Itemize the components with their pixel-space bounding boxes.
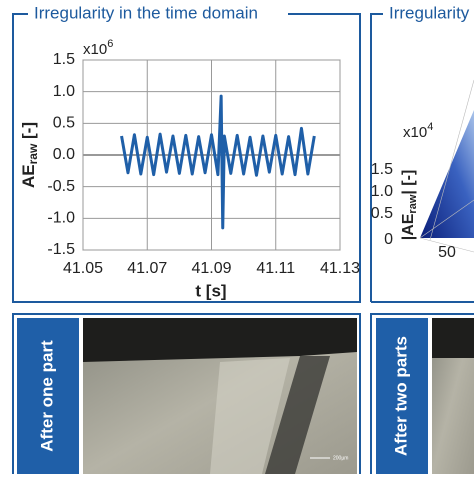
y-label-pre: |AE xyxy=(400,213,417,240)
surface xyxy=(420,110,474,238)
panel-label: After two parts xyxy=(391,336,410,456)
y-axis-label: |AEraw| [-] xyxy=(400,170,419,241)
y-tick-label: 1.5 xyxy=(53,51,75,68)
x-tick-label: 41.11 xyxy=(256,260,295,277)
title-backdrop xyxy=(28,3,288,25)
photo-shadow xyxy=(432,318,474,358)
photo-shadow xyxy=(83,318,357,362)
y-axis-label: AEraw [-] xyxy=(19,122,40,188)
multiplier: x10 xyxy=(83,41,107,58)
x-axis-label: t [s] xyxy=(195,281,226,300)
photo-wear xyxy=(210,358,290,474)
x-tick-label: 41.05 xyxy=(63,260,103,277)
y-tick-label: -1.5 xyxy=(47,241,75,258)
multiplier: x104 xyxy=(403,121,433,141)
label-bar xyxy=(376,318,428,474)
multiplier-exp: 6 xyxy=(107,38,113,50)
panel-label: After one part xyxy=(37,340,56,452)
y-tick-label: -0.5 xyxy=(47,178,75,195)
y-tick-label: -1.0 xyxy=(47,210,75,227)
photo-edge xyxy=(265,356,330,474)
y-label-unit: [-] xyxy=(19,122,38,144)
y-multiplier: x106 xyxy=(83,38,113,58)
scale-bar-label: 200µm xyxy=(333,455,348,461)
y-tick-label: 0.0 xyxy=(53,146,75,163)
x-tick-label: 41.07 xyxy=(127,260,167,277)
label-bar xyxy=(17,318,79,474)
x-tick-label: 41.09 xyxy=(191,260,231,277)
y-tick-label: 1.0 xyxy=(371,183,393,200)
right-ticks: 1.5 1.0 0.5 0 xyxy=(371,161,393,248)
y-label-main: AE xyxy=(19,164,38,188)
plot: -1.5 -1.0 -0.5 0.0 0.5 1.0 1.5 41.05 41.07 41.09 4… xyxy=(47,51,360,277)
multiplier-base: x10 xyxy=(403,124,427,141)
y-label-sub: raw xyxy=(407,194,419,213)
signal-line xyxy=(120,94,316,230)
x-tick-label: 50 xyxy=(438,244,456,261)
panel-frame xyxy=(12,313,361,479)
y-label-post: | [-] xyxy=(400,170,417,195)
y-tick-label: 1.0 xyxy=(53,83,75,100)
panel-title: Irregularity xyxy=(389,3,470,22)
y-tick-label: 0.5 xyxy=(53,115,75,132)
y-tick-label: 1.5 xyxy=(371,161,393,178)
panel-frame xyxy=(370,313,474,479)
x-tick-label: 41.13 xyxy=(320,260,360,277)
y-tick-label: 0.5 xyxy=(371,205,393,222)
title-backdrop xyxy=(383,3,474,25)
panel-title: Irregularity in the time domain xyxy=(34,3,258,22)
y-tick-label: 0 xyxy=(384,231,393,248)
surface-grid xyxy=(419,79,474,253)
multiplier-exp: 4 xyxy=(427,121,433,133)
y-label-sub: raw xyxy=(26,143,40,164)
